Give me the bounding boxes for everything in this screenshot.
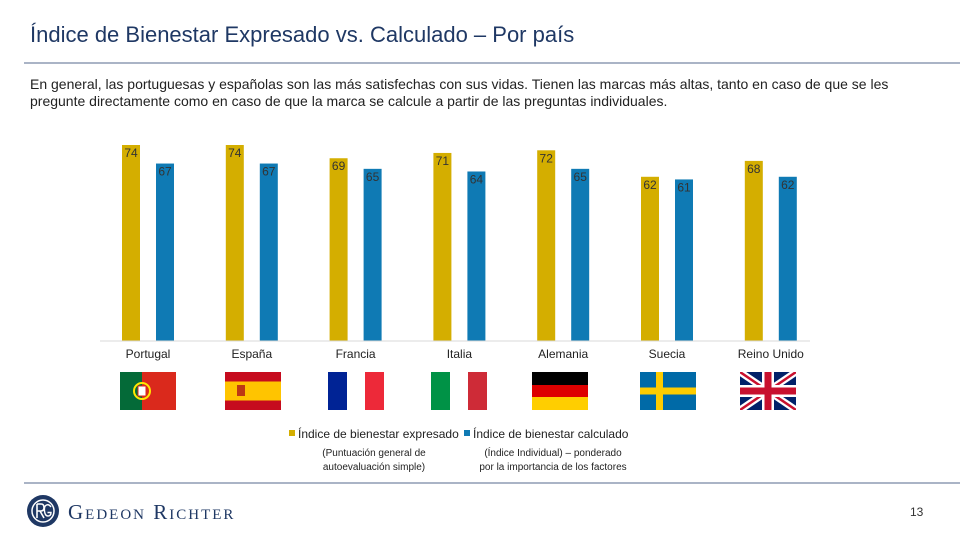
data-label-calculated-5: 65 bbox=[574, 170, 588, 184]
spain-flag bbox=[225, 372, 281, 410]
x-tick-label-1: Portugal bbox=[126, 347, 171, 361]
data-label-calculated-7: 62 bbox=[781, 178, 795, 192]
bar-expressed-1 bbox=[122, 145, 140, 341]
france-flag bbox=[328, 372, 384, 410]
x-tick-label-5: Alemania bbox=[538, 347, 588, 361]
sweden-flag bbox=[640, 372, 696, 410]
data-label-expressed-3: 69 bbox=[332, 159, 346, 173]
x-tick-label-2: España bbox=[231, 347, 272, 361]
legend-label-calculated: Índice de bienestar calculado bbox=[473, 426, 629, 441]
bar-calculated-6 bbox=[675, 179, 693, 341]
data-label-calculated-6: 61 bbox=[677, 180, 691, 194]
bar-expressed-2 bbox=[225, 145, 244, 341]
x-tick-label-4: Italia bbox=[447, 347, 473, 361]
bar-calculated-2 bbox=[259, 163, 278, 341]
x-tick-label-6: Suecia bbox=[649, 347, 686, 361]
x-tick-label-3: Francia bbox=[336, 347, 376, 361]
title-divider bbox=[24, 62, 960, 64]
bar-calculated-1 bbox=[156, 163, 174, 341]
legend-note-expressed-1: (Puntuación general de bbox=[322, 448, 426, 459]
data-label-calculated-4: 64 bbox=[470, 172, 484, 186]
page-subtitle: En general, las portuguesas y españolas … bbox=[30, 76, 889, 109]
bar-calculated-3 bbox=[363, 168, 382, 341]
legend-note-calculated-2: por la importancia de los factores bbox=[479, 462, 626, 473]
bar-expressed-7 bbox=[744, 160, 763, 341]
bar-expressed-5 bbox=[537, 150, 556, 341]
company-name: Gedeon Richter bbox=[68, 500, 236, 524]
legend-label-expressed: Índice de bienestar expresado bbox=[298, 426, 459, 441]
data-label-expressed-4: 71 bbox=[436, 154, 450, 168]
bar-chart: 74 67 74 67 69 65 71 64 72 65 62 61 68 62 Portugal Esp… bbox=[100, 145, 810, 473]
data-label-expressed-6: 62 bbox=[643, 178, 657, 192]
data-label-expressed-5: 72 bbox=[540, 151, 554, 165]
data-label-expressed-7: 68 bbox=[747, 162, 761, 176]
bar-expressed-3 bbox=[329, 158, 348, 341]
bar-expressed-6 bbox=[641, 176, 659, 341]
legend-note-calculated-1: (Índice Individual) – ponderado bbox=[484, 446, 622, 459]
data-label-calculated-3: 65 bbox=[366, 170, 380, 184]
data-label-expressed-1: 74 bbox=[124, 146, 138, 160]
data-label-calculated-1: 67 bbox=[158, 165, 172, 179]
legend-swatch-expressed bbox=[289, 430, 295, 436]
italy-flag bbox=[431, 372, 487, 410]
germany-flag bbox=[532, 372, 588, 410]
data-label-expressed-2: 74 bbox=[228, 146, 242, 160]
page-title: Índice de Bienestar Expresado vs. Calcul… bbox=[30, 22, 575, 47]
portugal-flag bbox=[120, 372, 176, 410]
x-tick-label-7: Reino Unido bbox=[738, 347, 804, 361]
data-label-calculated-2: 67 bbox=[262, 165, 276, 179]
bar-calculated-5 bbox=[571, 168, 590, 341]
bar-expressed-4 bbox=[433, 152, 452, 341]
bar-calculated-4 bbox=[467, 171, 486, 341]
uk-flag bbox=[740, 372, 796, 410]
page-number: 13 bbox=[910, 505, 924, 519]
legend-note-expressed-2: autoevaluación simple) bbox=[323, 462, 425, 473]
legend-swatch-calculated bbox=[464, 430, 470, 436]
footer-divider bbox=[24, 482, 960, 484]
bar-calculated-7 bbox=[778, 176, 797, 341]
gedeon-richter-logo-icon bbox=[26, 494, 60, 528]
